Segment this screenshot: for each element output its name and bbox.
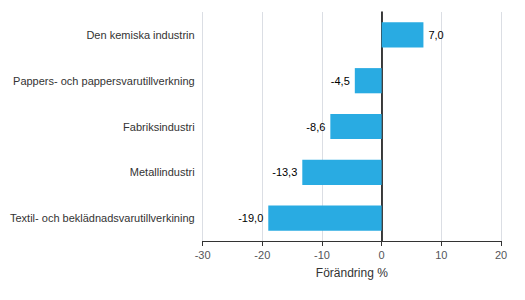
svg-text:Förändring %: Förändring % — [316, 266, 388, 280]
svg-text:Den kemiska industrin: Den kemiska industrin — [86, 29, 194, 41]
svg-text:Fabriksindustri: Fabriksindustri — [123, 121, 195, 133]
svg-text:-10: -10 — [314, 249, 330, 261]
svg-text:-8,6: -8,6 — [306, 121, 325, 133]
svg-text:10: 10 — [435, 249, 447, 261]
svg-text:Metallindustri: Metallindustri — [130, 166, 195, 178]
svg-text:Pappers- och pappersvarutillve: Pappers- och pappersvarutillverkning — [13, 75, 195, 87]
svg-text:-4,5: -4,5 — [331, 75, 350, 87]
svg-text:7,0: 7,0 — [428, 29, 443, 41]
svg-text:-13,3: -13,3 — [272, 166, 297, 178]
svg-text:Textil- och beklädnadsvarutill: Textil- och beklädnadsvarutillverkining — [10, 212, 195, 224]
svg-text:-30: -30 — [195, 249, 211, 261]
svg-text:0: 0 — [379, 249, 385, 261]
svg-text:-19,0: -19,0 — [238, 212, 263, 224]
svg-text:-20: -20 — [254, 249, 270, 261]
svg-text:20: 20 — [495, 249, 507, 261]
